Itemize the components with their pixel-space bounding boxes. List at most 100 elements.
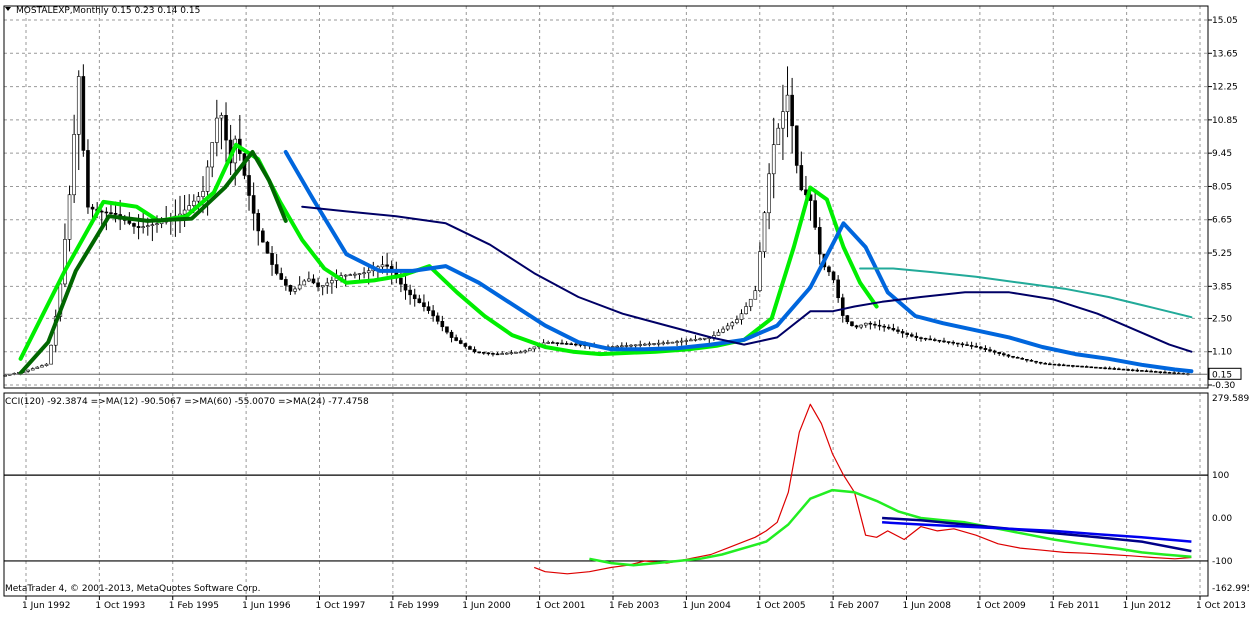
candle-body [1075, 365, 1080, 368]
x-tick-label: 1 Oct 2009 [976, 601, 1026, 611]
indicator-pane-frame [3, 392, 1209, 597]
candle-body [302, 280, 307, 286]
cci-tick-label: -100 [1212, 557, 1233, 567]
candle-body [201, 191, 205, 197]
candle-body [481, 352, 486, 354]
copyright-text: MetaTrader 4, © 2001-2013, MetaQuotes So… [5, 584, 261, 594]
candle-body [472, 349, 477, 353]
candle-body [49, 344, 53, 365]
candle-body [1080, 365, 1084, 368]
x-tick-label: 1 Jun 1992 [22, 601, 70, 611]
candle-body [1034, 360, 1038, 363]
candle-body [440, 321, 445, 328]
candle-body [261, 230, 265, 243]
candle-body [555, 342, 560, 345]
candle-body [794, 125, 799, 166]
dropdown-triangle-icon[interactable] [5, 7, 11, 11]
candle-body [1011, 355, 1015, 358]
candle-body [30, 368, 35, 371]
candle-body [527, 348, 532, 352]
candle-body [417, 298, 422, 304]
candle-body [1167, 372, 1172, 374]
candle-body [564, 343, 569, 345]
cci-tick-label: -162.995 [1212, 584, 1249, 594]
candle-body [431, 310, 435, 317]
candle-body [81, 76, 86, 151]
candle-body [574, 343, 578, 346]
candle-body [638, 344, 643, 346]
candle-body [348, 274, 353, 276]
candle-body [546, 342, 550, 344]
candle-body [1052, 363, 1057, 366]
candle-body [399, 277, 403, 285]
candle-body [330, 280, 334, 284]
candle-body [827, 266, 831, 273]
candle-body [1025, 358, 1029, 361]
candle-body [1094, 366, 1098, 369]
candle-body [1089, 366, 1094, 369]
candle-body [914, 335, 919, 338]
candle-body [560, 342, 564, 345]
candle-body [979, 346, 983, 349]
candle-body [1043, 362, 1048, 365]
candle-body [647, 343, 652, 346]
x-tick-label: 1 Oct 2001 [536, 601, 586, 611]
candle-body [109, 212, 113, 214]
candle-body [670, 341, 675, 344]
candle-body [656, 342, 661, 345]
candle-body [1121, 368, 1126, 371]
candle-body [956, 342, 960, 345]
candle-body [1020, 357, 1025, 360]
candle-body [1061, 364, 1066, 367]
price-tick-label: 1.10 [1212, 348, 1232, 358]
candle-body [744, 306, 748, 315]
candle-body [1158, 371, 1163, 374]
candle-body [873, 323, 877, 326]
candle-body [265, 241, 270, 254]
candle-body [1172, 372, 1176, 375]
candle-body [661, 342, 666, 345]
x-tick-label: 1 Feb 2007 [829, 601, 879, 611]
candle-body [937, 339, 942, 342]
candle-body [1098, 367, 1103, 369]
cci-series-line [882, 521, 1192, 543]
candle-body [224, 115, 228, 141]
candle-body [620, 345, 624, 348]
candle-body [40, 365, 44, 368]
candle-body [817, 227, 822, 255]
x-tick-label: 1 Jun 2000 [462, 601, 511, 611]
cci-tick-label: 0.00 [1212, 514, 1232, 524]
candle-body [799, 165, 804, 191]
candle-body [771, 144, 776, 175]
candle-body [86, 150, 90, 208]
candle-body [435, 315, 440, 322]
candle-body [550, 342, 555, 344]
candle-body [721, 328, 725, 333]
candle-body [965, 344, 969, 346]
candle-body [753, 290, 758, 300]
candle-body [675, 341, 679, 343]
candle-body [790, 94, 794, 127]
candle-body [293, 288, 297, 292]
candle-body [132, 223, 136, 227]
candle-body [307, 278, 311, 282]
candle-body [1066, 364, 1071, 367]
candle-body [477, 351, 481, 354]
candle-body [408, 289, 412, 296]
candle-body [458, 340, 463, 344]
candle-body [26, 369, 30, 372]
candle-body [44, 363, 49, 366]
candle-body [997, 351, 1002, 354]
candle-body [992, 350, 997, 353]
price-tick-label: 3.85 [1212, 282, 1232, 292]
candle-body [1117, 368, 1121, 371]
candle-body [863, 322, 868, 326]
x-tick-label: 1 Feb 1999 [389, 601, 440, 611]
candle-body [1153, 371, 1158, 373]
candle-body [900, 331, 905, 334]
candle-body [523, 350, 527, 353]
x-tick-label: 1 Feb 1995 [169, 601, 219, 611]
candle-body [569, 343, 574, 346]
